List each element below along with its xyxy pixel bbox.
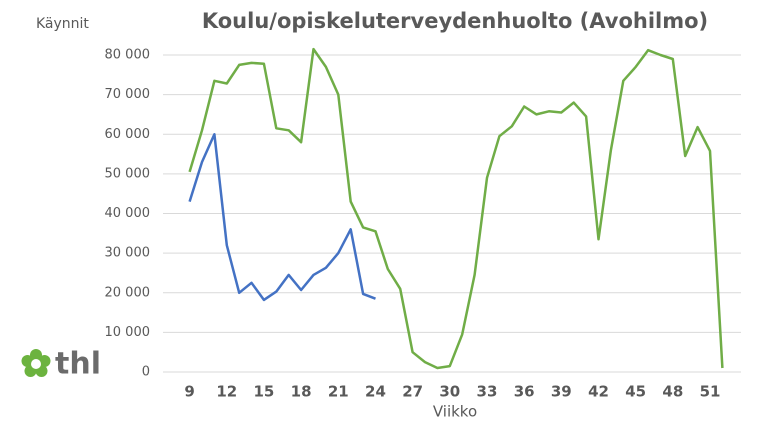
y-tick-label: 70 000 bbox=[105, 87, 151, 102]
x-tick-label: 9 bbox=[184, 383, 194, 401]
x-tick-label: 51 bbox=[700, 383, 721, 401]
y-tick-label: 50 000 bbox=[105, 166, 151, 181]
x-tick-label: 24 bbox=[365, 383, 386, 401]
logo-text: thl bbox=[55, 347, 101, 382]
x-axis-label: Viikko bbox=[433, 403, 477, 421]
y-tick-label: 0 bbox=[142, 365, 150, 380]
x-tick-label: 27 bbox=[402, 383, 423, 401]
x-tick-label: 21 bbox=[328, 383, 349, 401]
x-tick-label: 39 bbox=[551, 383, 572, 401]
x-tick-label: 15 bbox=[253, 383, 274, 401]
series-line bbox=[188, 47, 724, 370]
y-tick-label: 30 000 bbox=[105, 246, 151, 261]
logo-icon bbox=[21, 349, 51, 377]
y-tick-label: 20 000 bbox=[105, 285, 151, 300]
x-tick-label: 48 bbox=[662, 383, 683, 401]
y-axis-label: Käynnit bbox=[36, 16, 89, 32]
x-tick-label: 36 bbox=[514, 383, 535, 401]
x-tick-label: 33 bbox=[477, 383, 498, 401]
y-tick-label: 40 000 bbox=[105, 206, 151, 221]
x-tick-label: 45 bbox=[625, 383, 646, 401]
x-tick-label: 42 bbox=[588, 383, 609, 401]
x-tick-label: 12 bbox=[216, 383, 237, 401]
y-tick-label: 10 000 bbox=[105, 325, 151, 340]
y-tick-label: 60 000 bbox=[105, 127, 151, 142]
x-tick-label: 30 bbox=[439, 383, 460, 401]
chart-title: Koulu/opiskeluterveydenhuolto (Avohilmo) bbox=[202, 9, 708, 33]
x-tick-label: 18 bbox=[291, 383, 312, 401]
series-line bbox=[188, 133, 376, 302]
y-tick-label: 80 000 bbox=[105, 48, 151, 63]
